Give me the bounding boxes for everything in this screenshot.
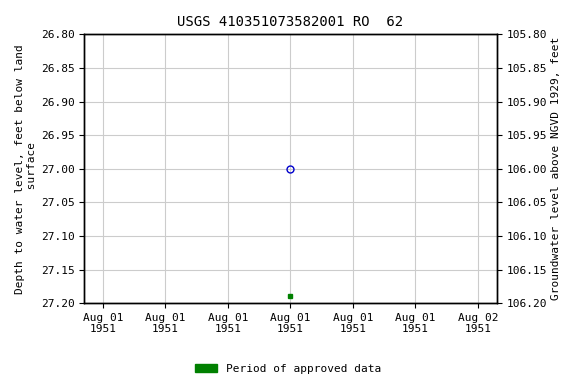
Y-axis label: Groundwater level above NGVD 1929, feet: Groundwater level above NGVD 1929, feet bbox=[551, 37, 561, 300]
Title: USGS 410351073582001 RO  62: USGS 410351073582001 RO 62 bbox=[177, 15, 403, 29]
Legend: Period of approved data: Period of approved data bbox=[191, 359, 385, 379]
Y-axis label: Depth to water level, feet below land
 surface: Depth to water level, feet below land su… bbox=[15, 44, 37, 294]
